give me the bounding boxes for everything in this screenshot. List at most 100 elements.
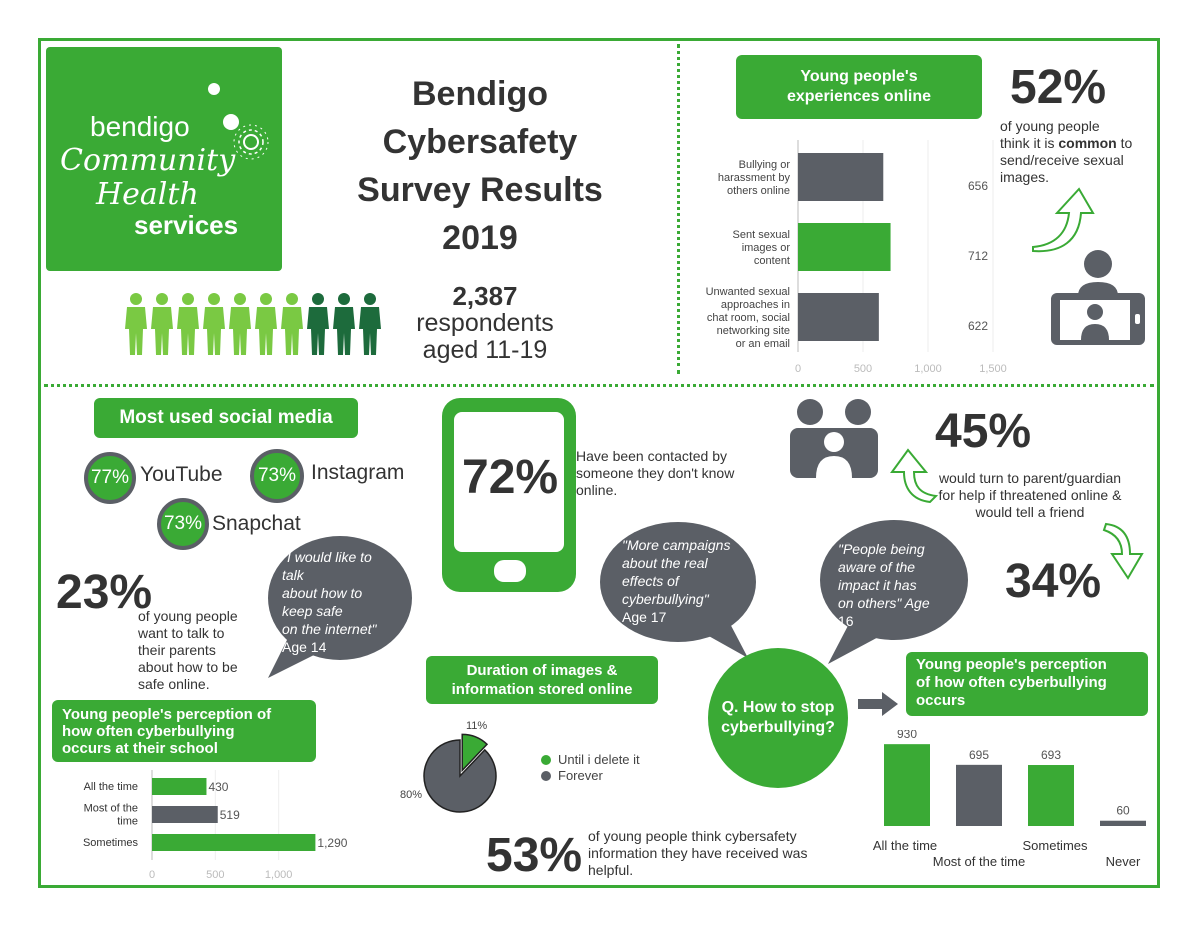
pie-slice-until-delete [461,733,489,773]
logo-line-community: Community [60,143,236,178]
how-to-stop-circle: Q. How to stop cyberbullying? [708,648,848,788]
category-label: Bullying or [739,159,791,171]
text-line: someone they don't know [576,465,735,481]
quote-3: "People being aware of the impact it has… [838,540,963,630]
tick-label: 1,500 [979,363,1007,375]
contacted-stat: 72% [462,451,559,504]
value-label: 430 [208,780,228,794]
title-line: Survey Results [357,171,603,209]
stat-line: send/receive sexual [1000,152,1124,168]
friend-stat: 34% [1005,555,1102,608]
bar [798,293,879,341]
bar [798,153,884,201]
school-chart: 0 500 1,000 430 All the time 519 Most of theti… [83,770,348,881]
snapchat-pct-circle: 73% [157,498,209,550]
page-title: Bendigo Cybersafety Survey Results 2019 [330,70,630,262]
how-to-stop-line: Q. How to stop [721,699,835,716]
value-label: 712 [968,249,988,263]
parent-stat: 45% [935,405,1032,458]
logo-line-services: services [134,210,239,240]
quote-line: impact it has [838,577,917,593]
youtube-pct-circle: 77% [84,452,136,504]
category-label: approaches in [721,299,790,311]
speech-bubble-shape [268,536,412,678]
heading-line: occurs [916,692,966,709]
logo: bendigo Community Health services [46,47,282,271]
helpful-stat: 53% [486,829,583,882]
bar [1028,765,1074,826]
person-icon [333,293,355,355]
phone-icon [442,398,576,592]
text-line: would turn to parent/guardian [938,470,1122,486]
talk-stat: 23% [56,566,153,619]
quote-age: 16 [838,613,854,629]
quote-line: keep safe [282,603,343,619]
often-chart-heading: Young people's perception of how often c… [906,652,1148,716]
talk-text: of young people want to talk to their pa… [138,608,268,693]
category-label: Sent sexual [733,229,790,241]
text-line: about how to be [138,659,238,675]
stat-line: of young people [1000,118,1100,134]
contacted-text: Have been contacted by someone they don'… [576,448,776,499]
heading-line: Young people's perception of [62,706,272,723]
poster-frame [38,38,1160,888]
bar [152,834,316,851]
quote-age: Age 17 [622,609,667,625]
category-label: Never [1106,854,1141,869]
category-label: time [117,816,138,828]
quote-line: aware of the [838,559,916,575]
person-icon [255,293,277,355]
duration-heading-line: information stored online [451,681,633,698]
text-line: for help if threatened online & [938,487,1122,503]
legend-marker [541,755,551,765]
stat-line: images. [1000,169,1050,185]
tick-label: 1,000 [265,869,293,881]
person-icon [151,293,173,355]
up-arrow-icon [890,448,939,504]
speech-bubble-shape [600,522,756,658]
quote-2: "More campaigns about the real effects o… [622,536,752,626]
tick-label: 1,000 [914,363,942,375]
quote-line: "More campaigns [622,537,731,553]
legend-label: Forever [558,768,603,783]
category-label: Sometimes [83,837,139,849]
heading-line: how often cyberbullying [62,723,235,740]
person-icon [203,293,225,355]
up-arrow-icon [1032,187,1095,253]
title-line: 2019 [442,219,518,257]
category-label: chat room, social [707,312,790,324]
person-icon [281,293,303,355]
person-icon [177,293,199,355]
category-label: Most of the time [933,854,1025,869]
text-line: information they have received was [588,845,808,861]
category-label: Sometimes [1022,838,1088,853]
youtube-label: YouTube [140,463,223,486]
title-line: Bendigo [412,75,548,113]
tick-label: 500 [206,869,224,881]
text-line: their parents [138,642,216,658]
text-line: Have been contacted by [576,448,727,464]
logo-swirl-icon [208,83,269,160]
value-label: 695 [969,748,989,762]
quote-line: effects of [622,573,679,589]
text-line: of young people [138,608,238,624]
title-line: Cybersafety [382,123,578,161]
experiences-heading: Young people's experiences online [736,55,982,119]
snapchat-label: Snapchat [212,512,301,535]
value-label: 519 [220,808,240,822]
category-label: content [754,255,790,267]
instagram-label: Instagram [311,461,405,484]
bar [798,223,891,271]
quote-1: "I would like to talk about how to keep … [282,548,402,656]
category-label: All the time [873,838,937,853]
heading-line: of how often cyberbullying [916,674,1107,691]
school-chart-heading: Young people's perception of how often c… [52,700,316,762]
respondents-block: 2,387 respondents aged 11-19 [400,282,570,364]
bar [1100,820,1146,826]
text-line: safe online. [138,676,210,692]
helpful-text: of young people think cybersafety inform… [588,828,848,879]
respondents-age: aged 11-19 [422,336,548,364]
value-label: 622 [968,319,988,333]
